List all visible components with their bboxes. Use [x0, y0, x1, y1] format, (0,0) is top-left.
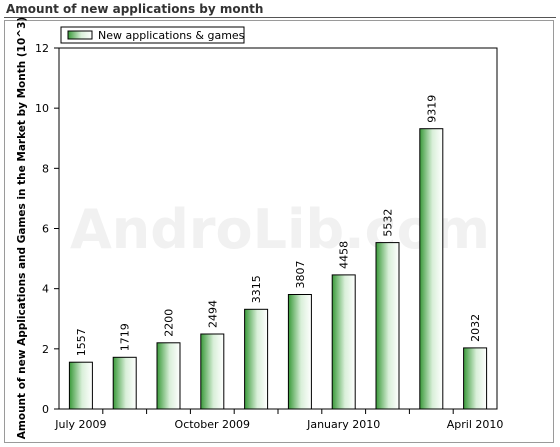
y-tick-label: 0: [42, 403, 49, 416]
bar-value-label: 2032: [469, 314, 482, 342]
bar-value-label: 1719: [119, 323, 132, 351]
bar-value-label: 4458: [338, 241, 351, 269]
y-tick-label: 2: [42, 343, 49, 356]
bar-value-label: 9319: [425, 95, 438, 123]
legend-label: New applications & games: [98, 29, 245, 42]
bar-value-label: 2494: [206, 300, 219, 328]
title-divider: [4, 17, 556, 18]
bar: [200, 333, 225, 410]
bar-value-label: 5532: [382, 209, 395, 237]
bar-value-label: 1557: [75, 328, 88, 356]
y-tick-label: 6: [42, 223, 49, 236]
bar: [463, 347, 488, 410]
legend-swatch: [67, 30, 93, 40]
bar: [244, 308, 269, 410]
bar: [331, 274, 356, 410]
bar: [287, 294, 312, 410]
bar: [375, 242, 400, 410]
x-tick-label: January 2010: [306, 418, 380, 431]
page-title: Amount of new applications by month: [6, 2, 264, 16]
y-tick-label: 4: [42, 283, 49, 296]
legend: New applications & games: [60, 26, 245, 44]
bar: [156, 342, 181, 410]
bar-value-label: 2200: [163, 309, 176, 337]
y-tick-label: 10: [35, 102, 49, 115]
bar: [68, 361, 93, 410]
x-tick-label: July 2009: [54, 418, 106, 431]
y-tick-label: 8: [42, 162, 49, 175]
bar-value-label: 3315: [250, 275, 263, 303]
plot-area: [58, 47, 498, 410]
chart-frame: [4, 20, 554, 443]
x-tick-label: April 2010: [447, 418, 504, 431]
bar: [112, 356, 137, 410]
legend-box: [60, 26, 245, 44]
x-tick-label: October 2009: [175, 418, 251, 431]
y-axis-label: Amount of new Applications and Games in …: [16, 17, 28, 439]
y-tick-label: 12: [35, 42, 49, 55]
bar: [419, 128, 444, 410]
bar-value-label: 3807: [294, 261, 307, 289]
